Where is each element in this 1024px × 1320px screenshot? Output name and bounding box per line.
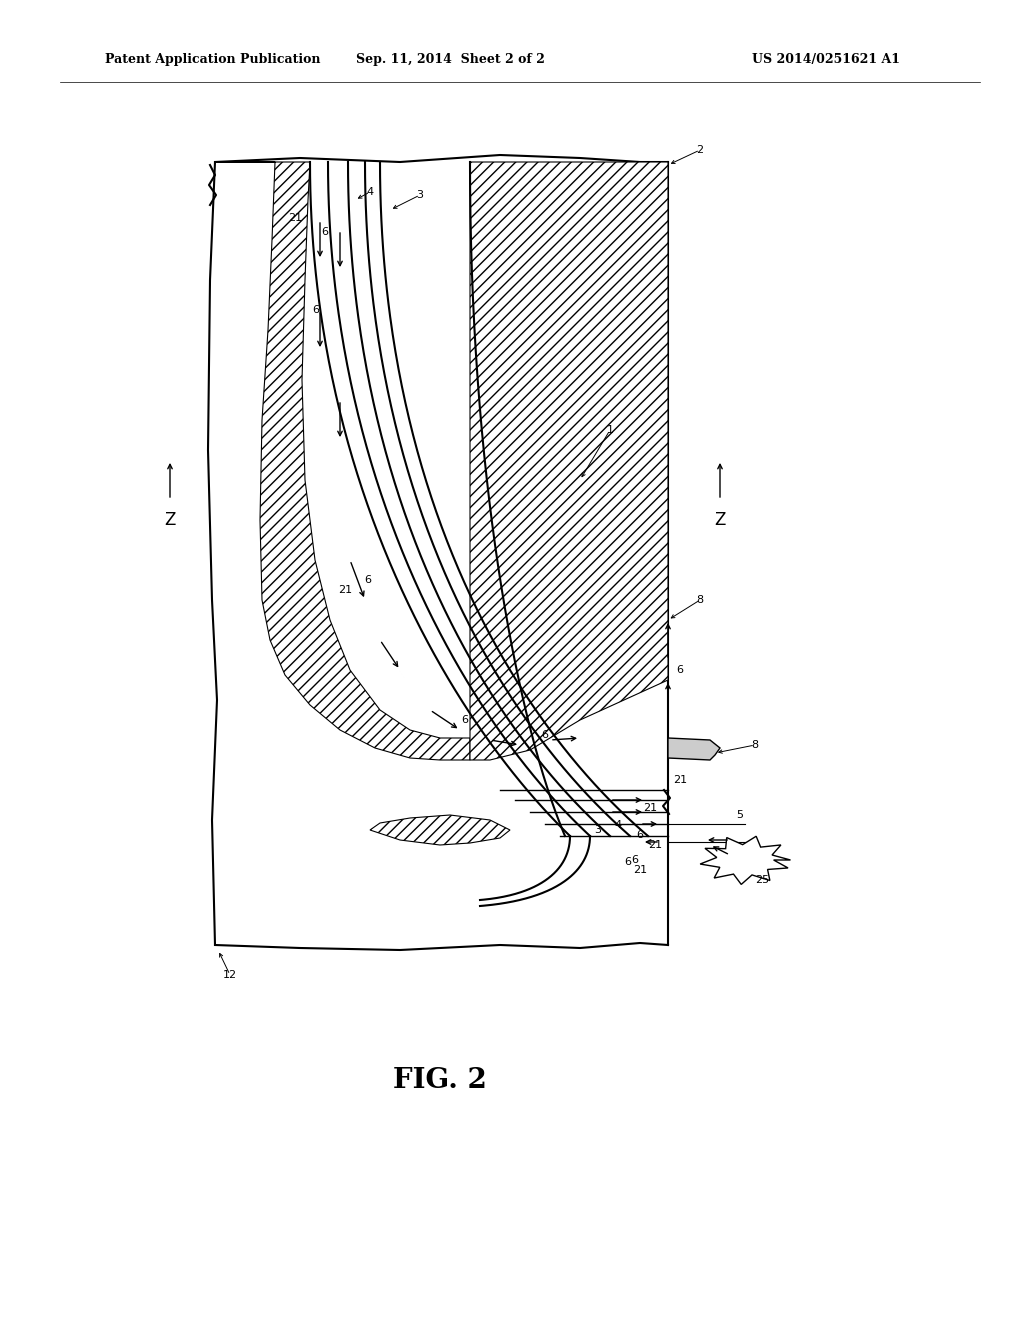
Text: 3: 3 [595,825,601,836]
Text: 1: 1 [606,425,613,436]
Text: 12: 12 [223,970,238,979]
Text: 8: 8 [752,741,759,750]
Polygon shape [215,162,470,760]
Text: Sep. 11, 2014  Sheet 2 of 2: Sep. 11, 2014 Sheet 2 of 2 [355,54,545,66]
Text: 4: 4 [367,187,374,197]
Text: 8: 8 [696,595,703,605]
Text: 6: 6 [322,227,329,238]
Text: 6: 6 [625,857,632,867]
Polygon shape [470,162,668,760]
Text: Z: Z [715,511,726,529]
Polygon shape [700,837,791,884]
Text: 6: 6 [462,715,469,725]
Text: 21: 21 [673,775,687,785]
Text: 25: 25 [755,875,769,884]
Text: 21: 21 [288,213,302,223]
Text: 6: 6 [677,665,683,675]
Text: US 2014/0251621 A1: US 2014/0251621 A1 [752,54,900,66]
Text: FIG. 2: FIG. 2 [393,1067,487,1093]
Text: 6: 6 [542,730,549,741]
Text: 21: 21 [338,585,352,595]
Text: 21: 21 [648,840,663,850]
Text: Z: Z [164,511,176,529]
Text: 21: 21 [633,865,647,875]
Text: 6: 6 [312,305,319,315]
Text: 6: 6 [365,576,372,585]
Text: 6: 6 [632,855,639,865]
Text: 3: 3 [417,190,424,201]
Text: 5: 5 [736,810,743,820]
Polygon shape [370,814,510,845]
Text: 2: 2 [696,145,703,154]
Polygon shape [668,738,720,760]
Text: 21: 21 [643,803,657,813]
Text: 6: 6 [637,830,643,840]
Text: Patent Application Publication: Patent Application Publication [105,54,321,66]
Text: 4: 4 [614,820,622,830]
